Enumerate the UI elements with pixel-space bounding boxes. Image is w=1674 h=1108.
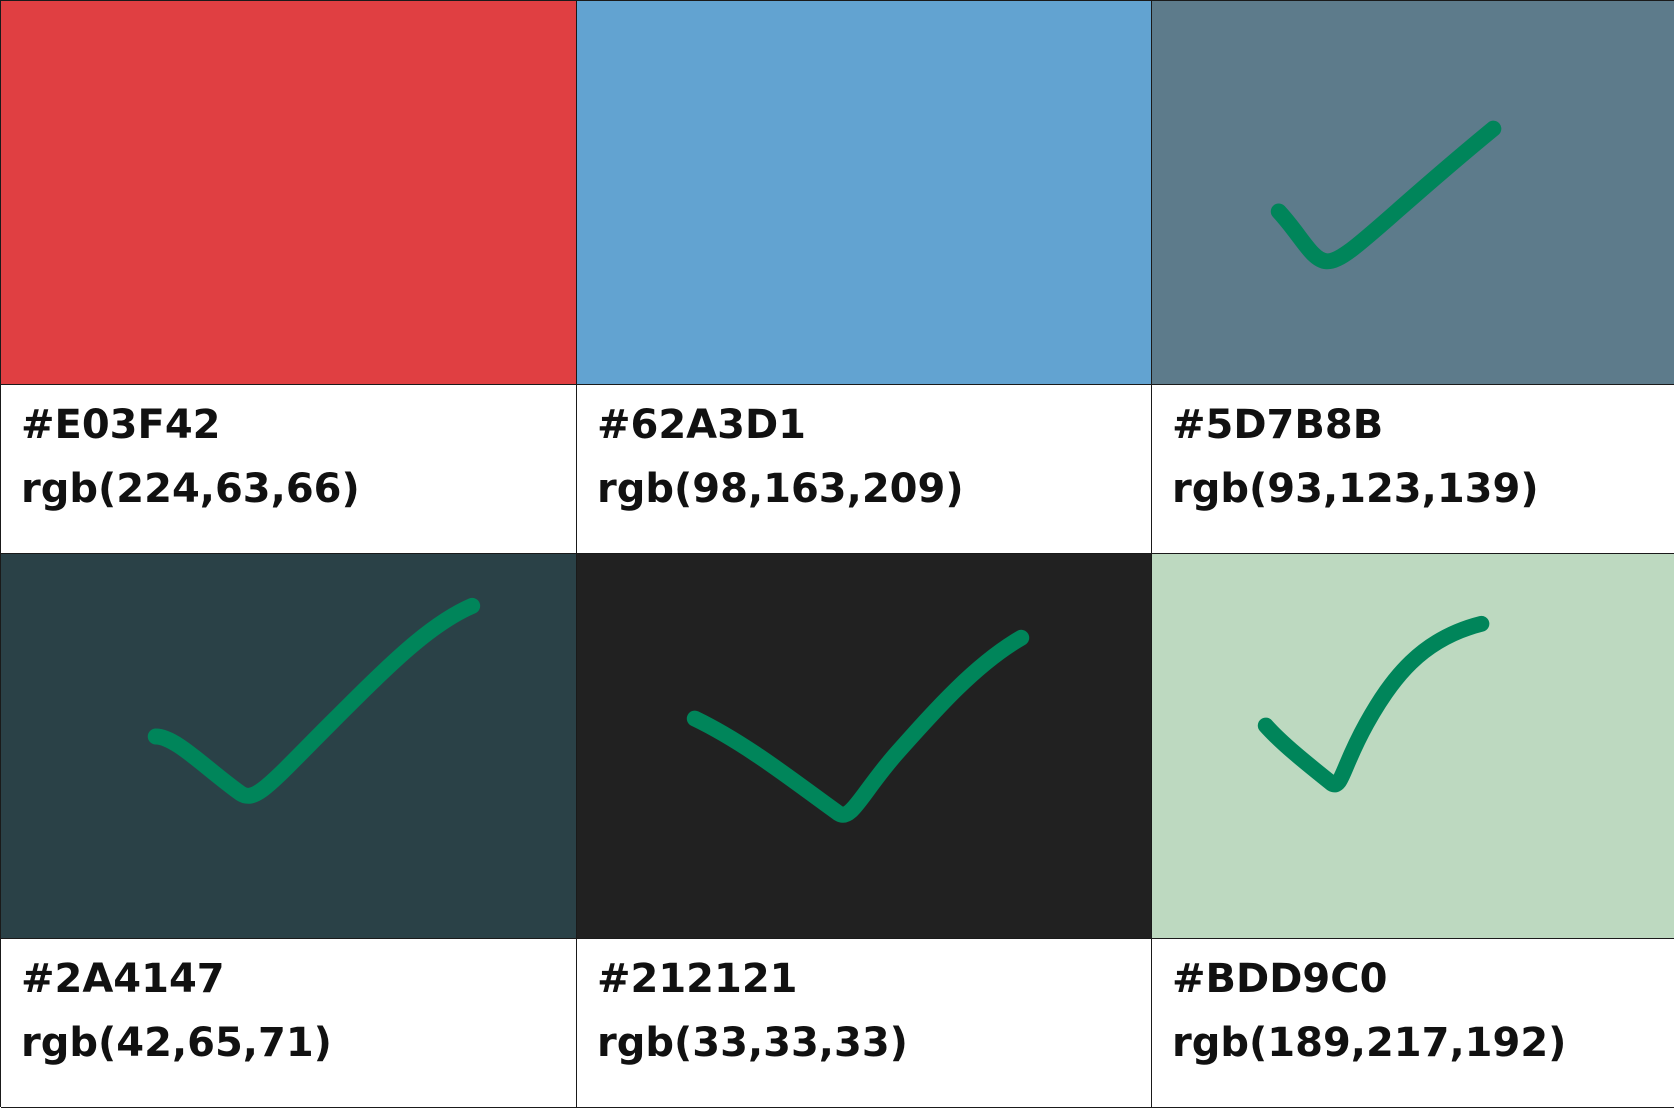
swatch-2-hex: #62A3D1 (597, 402, 807, 448)
swatch-4 (1, 554, 577, 939)
swatch-2-rgb: rgb(98,163,209) (597, 466, 964, 512)
swatch-3-rgb: rgb(93,123,139) (1172, 466, 1539, 512)
swatch-4-hex: #2A4147 (21, 956, 225, 1002)
swatch-5-fill (577, 554, 1151, 938)
swatch-3-fill (1152, 1, 1674, 384)
swatch-4-fill (1, 554, 576, 938)
swatch-6-hex: #BDD9C0 (1172, 956, 1388, 1002)
swatch-5-hex: #212121 (597, 956, 798, 1002)
swatch-3-hex: #5D7B8B (1172, 402, 1384, 448)
checkmark-icon (147, 597, 481, 804)
swatch-5-rgb: rgb(33,33,33) (597, 1020, 908, 1066)
checkmark-icon (1257, 615, 1490, 793)
swatch-3-label: #5D7B8B rgb(93,123,139) (1152, 385, 1674, 554)
swatch-2-label: #62A3D1 rgb(98,163,209) (577, 385, 1152, 554)
swatch-1-hex: #E03F42 (21, 402, 221, 448)
checkmark-icon (686, 629, 1030, 823)
swatch-1-fill (1, 1, 576, 384)
swatch-2-fill (577, 1, 1151, 384)
swatch-6 (1152, 554, 1674, 939)
swatch-6-fill (1152, 554, 1674, 938)
swatch-1-label: #E03F42 rgb(224,63,66) (1, 385, 577, 554)
swatch-5-label: #212121 rgb(33,33,33) (577, 939, 1152, 1108)
swatch-2 (577, 1, 1152, 385)
swatch-6-rgb: rgb(189,217,192) (1172, 1020, 1567, 1066)
swatch-4-rgb: rgb(42,65,71) (21, 1020, 332, 1066)
swatch-1 (1, 1, 577, 385)
checkmark-icon (1270, 120, 1502, 270)
swatch-6-label: #BDD9C0 rgb(189,217,192) (1152, 939, 1674, 1108)
swatch-3 (1152, 1, 1674, 385)
swatch-4-label: #2A4147 rgb(42,65,71) (1, 939, 577, 1108)
swatch-5 (577, 554, 1152, 939)
swatch-1-rgb: rgb(224,63,66) (21, 466, 360, 512)
